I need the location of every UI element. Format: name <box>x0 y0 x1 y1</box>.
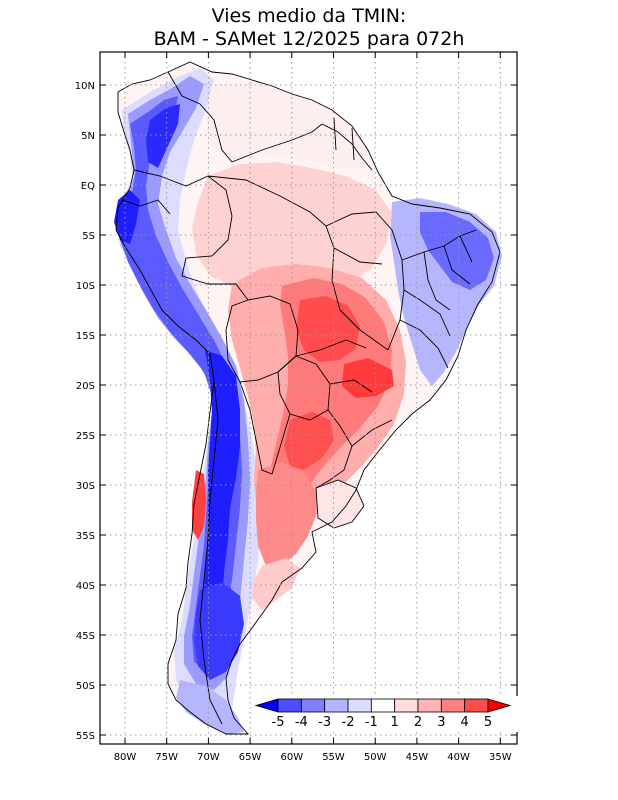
lat-label: 45S <box>76 631 95 642</box>
colorbar: -5 -4 -3 -2 -1 1 2 3 4 5 <box>252 696 518 732</box>
colorbar-label: -2 <box>342 715 355 730</box>
lat-label: 55S <box>76 731 95 742</box>
border-colombia-peru <box>133 169 233 217</box>
colorbar-swatch <box>394 698 419 713</box>
lat-label: 35S <box>76 531 95 542</box>
border-argentina-north <box>239 381 291 475</box>
border-brazil-states-a <box>325 211 405 351</box>
lat-label: 10N <box>75 81 95 92</box>
lon-label: 80W <box>114 752 137 763</box>
borders <box>115 61 501 735</box>
map-frame <box>99 51 518 745</box>
colorbar-swatch <box>347 698 372 713</box>
blue-patagonia <box>194 582 244 680</box>
strong-blue-colombia <box>146 104 180 168</box>
border-bolivia <box>225 295 299 383</box>
coastline <box>115 61 501 735</box>
lon-label: 75W <box>155 752 178 763</box>
lon-label: 60W <box>280 752 303 763</box>
border-uruguay <box>315 479 365 529</box>
lat-label: 5S <box>82 231 95 242</box>
colorbar-swatch <box>324 698 349 713</box>
colorbar-label: -5 <box>272 715 285 730</box>
colorbar-labels: -5 -4 -3 -2 -1 1 2 3 4 5 <box>272 715 493 730</box>
lat-label: 10S <box>76 281 95 292</box>
border-ne-states <box>399 229 477 369</box>
border-brazil-north <box>207 175 383 265</box>
lon-label: 65W <box>239 752 262 763</box>
border-guianas <box>321 117 373 171</box>
colorbar-label: -3 <box>318 715 331 730</box>
border-peru-brazil <box>181 215 249 301</box>
colorbar-swatch-max-arrow <box>487 698 512 713</box>
lat-label: 25S <box>76 431 95 442</box>
colorbar-swatch <box>370 698 396 713</box>
latitude-axis: 10N 5N EQ 5S 10S 15S 20S 25S 30S 35S 40S 45S 50S 55S <box>75 81 517 742</box>
border-venezuela-brazil <box>231 123 323 163</box>
lon-label: 45W <box>406 752 429 763</box>
lon-label: 50W <box>364 752 387 763</box>
border-argentina-east <box>315 409 353 489</box>
lat-label: EQ <box>81 181 95 192</box>
gridlines <box>100 52 517 744</box>
longitude-axis: 80W 75W 70W 65W 60W 55W 50W 45W 40W 35W <box>114 52 512 763</box>
title-line-1: Vies medio da TMIN: <box>212 5 407 27</box>
colorbar-label: -1 <box>365 715 378 730</box>
colorbar-swatch <box>440 698 466 713</box>
lat-label: 50S <box>76 681 95 692</box>
border-chile-argentina <box>199 379 223 725</box>
strong-red-mato-grosso <box>296 296 360 362</box>
red-chile-central <box>192 470 206 540</box>
colorbar-label: 4 <box>461 715 469 730</box>
lon-label: 35W <box>489 752 512 763</box>
lat-label: 5N <box>81 131 95 142</box>
colorbar-swatches <box>254 698 512 713</box>
border-paraguay <box>277 355 331 421</box>
colorbar-swatch <box>464 698 489 713</box>
colorbar-label: 2 <box>414 715 422 730</box>
strong-red-parana <box>284 412 334 470</box>
border-colombia-venezuela <box>167 71 233 163</box>
colorbar-label: 1 <box>391 715 399 730</box>
pale-venezuela <box>206 82 368 170</box>
strong-blue-core <box>202 350 240 656</box>
border-brazil-states-b <box>295 247 393 447</box>
lat-label: 40S <box>76 581 95 592</box>
colorbar-swatch <box>300 698 326 713</box>
colorbar-swatch <box>417 698 442 713</box>
colorbar-label: 3 <box>437 715 445 730</box>
lon-label: 55W <box>322 752 345 763</box>
mid-blue-ne-brazil <box>420 212 494 290</box>
lat-label: 20S <box>76 381 95 392</box>
title-line-2: BAM - SAMet 12/2025 para 072h <box>154 28 465 50</box>
lon-label: 40W <box>447 752 470 763</box>
red-pampas <box>256 462 316 566</box>
light-blue-tierra <box>176 680 244 734</box>
colorbar-label: -4 <box>295 715 308 730</box>
lat-label: 30S <box>76 481 95 492</box>
pale-uruguay <box>316 480 364 528</box>
lat-label: 15S <box>76 331 95 342</box>
strong-red-sao-paulo <box>342 358 394 398</box>
colorbar-swatch <box>277 698 302 713</box>
border-ecuador-peru <box>121 199 171 215</box>
light-red-patagonia <box>252 558 300 610</box>
lon-label: 70W <box>197 752 220 763</box>
colorbar-label: 5 <box>484 715 492 730</box>
